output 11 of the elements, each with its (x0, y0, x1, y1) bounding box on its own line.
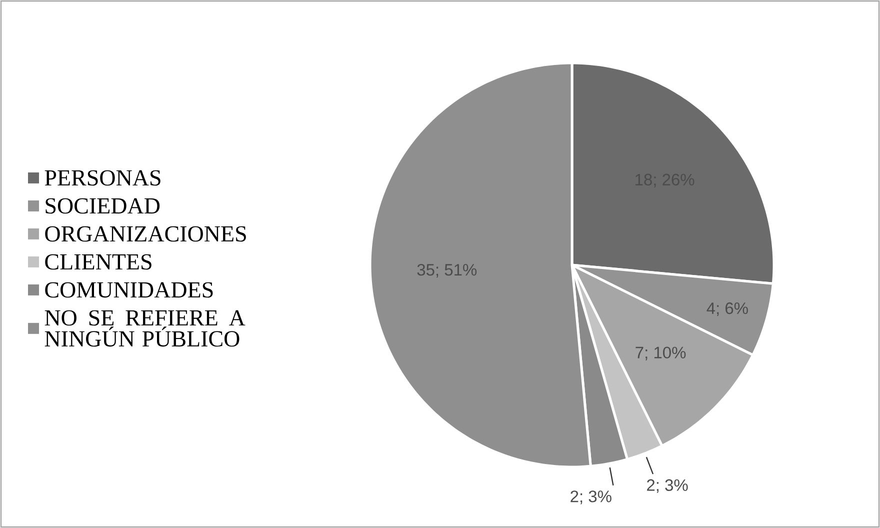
data-label: 2; 3% (647, 479, 688, 493)
legend-label: PERSONAS (44, 170, 160, 186)
legend-label: ORGANIZACIONES (45, 226, 246, 242)
data-label: 2; 3% (570, 490, 612, 504)
legend-label: COMUNIDADES (45, 282, 213, 298)
legend-label: NO SE REFIERE A NINGÚN PÚBLICO (44, 310, 246, 347)
data-label: 7; 10% (636, 346, 686, 360)
data-label: 35; 51% (417, 264, 477, 278)
data-label: 4; 6% (706, 302, 748, 316)
legend-label: CLIENTES (45, 254, 152, 270)
legend-label: SOCIEDAD (46, 198, 160, 214)
